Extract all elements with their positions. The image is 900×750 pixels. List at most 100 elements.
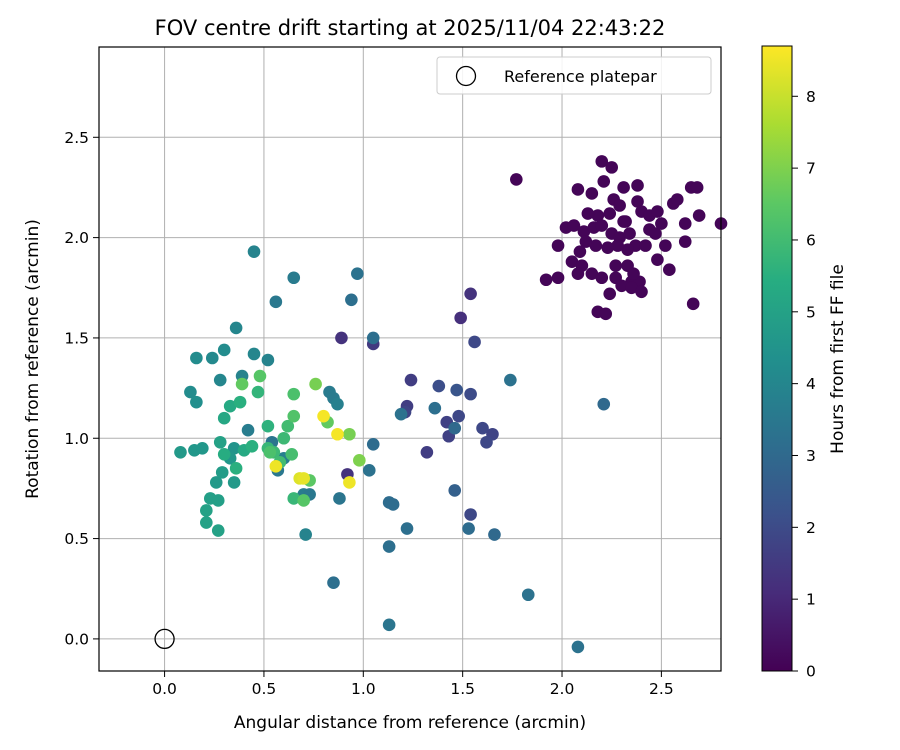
legend-box: [436, 56, 712, 95]
data-point: [190, 395, 203, 409]
data-point: [579, 235, 593, 248]
data-point: [277, 431, 291, 445]
data-point: [227, 441, 241, 455]
legend: Reference platepar: [436, 56, 712, 95]
data-point: [448, 484, 462, 497]
data-point: [603, 287, 617, 301]
data-point: [611, 239, 624, 252]
y-axis-ticks: 0.0 0.5 1.0 1.5 2.0 2.5: [64, 129, 99, 648]
data-point: [591, 209, 605, 222]
data-point: [603, 207, 617, 220]
data-point: [428, 401, 442, 415]
colorbar-tick-label: 2: [806, 519, 816, 537]
data-point: [462, 522, 475, 535]
data-point: [335, 331, 348, 345]
chart-title: FOV centre drift starting at 2025/11/04 …: [155, 16, 666, 40]
x-axis-ticks: 0.0 0.5 1.0 1.5 2.0 2.5: [152, 671, 674, 698]
data-point: [649, 227, 662, 240]
data-point: [247, 245, 261, 258]
data-point: [639, 239, 652, 252]
data-point: [184, 385, 197, 399]
data-point: [464, 287, 477, 301]
data-point: [690, 181, 704, 194]
legend-marker-icon: [455, 65, 477, 87]
data-point: [190, 351, 203, 365]
data-point: [382, 496, 396, 509]
data-point: [209, 476, 223, 489]
data-point: [213, 373, 227, 387]
data-point: [261, 419, 275, 433]
data-point: [623, 227, 636, 240]
data-point: [261, 353, 275, 367]
data-point: [686, 297, 700, 311]
colorbar-tick-label: 0: [806, 663, 816, 681]
data-point: [287, 409, 301, 423]
data-point: [229, 462, 243, 475]
colorbar: [761, 45, 793, 672]
data-point: [521, 588, 535, 602]
data-point: [331, 427, 344, 441]
colorbar-tick-label: 3: [806, 447, 816, 465]
y-tick-label: 2.0: [64, 229, 89, 247]
data-point: [577, 225, 591, 238]
data-point: [631, 179, 644, 192]
data-point: [601, 241, 615, 254]
data-point: [400, 522, 414, 535]
data-point: [571, 183, 585, 196]
data-point: [573, 245, 587, 258]
data-point: [200, 516, 213, 529]
y-tick-label: 0.0: [64, 630, 89, 648]
data-point: [571, 267, 585, 281]
data-point: [627, 267, 640, 281]
data-point: [595, 155, 609, 168]
x-axis-label: Angular distance from reference (arcmin): [234, 713, 586, 733]
y-tick-label: 1.0: [64, 430, 89, 448]
data-point: [317, 409, 330, 423]
x-tick-label: 0.5: [252, 680, 277, 698]
data-point: [404, 373, 418, 387]
data-point: [251, 385, 265, 399]
data-point: [345, 293, 358, 307]
data-point: [651, 253, 664, 266]
data-point: [589, 239, 603, 252]
y-tick-label: 2.5: [64, 129, 89, 147]
colorbar-tick-label: 4: [806, 375, 816, 393]
data-point: [362, 464, 376, 477]
y-tick-label: 0.5: [64, 530, 89, 548]
colorbar-tick-label: 6: [806, 231, 816, 249]
reference-platepar-marker: [154, 628, 175, 650]
data-point: [692, 209, 706, 222]
colorbar-tick-label: 1: [806, 591, 816, 609]
x-tick-label: 0.0: [152, 680, 177, 698]
colorbar-tick-label: 7: [806, 160, 816, 178]
data-point: [476, 421, 489, 435]
colorbar-tick-label: 5: [806, 303, 816, 321]
y-axis-label: Rotation from reference (arcmin): [23, 219, 43, 499]
data-point: [353, 454, 366, 467]
data-point: [285, 448, 299, 461]
plot-frame: [98, 46, 722, 672]
data-point: [235, 377, 249, 391]
data-point: [454, 311, 467, 325]
y-tick-label: 1.5: [64, 329, 89, 347]
data-point: [605, 161, 619, 174]
data-point: [585, 267, 599, 281]
data-point: [174, 445, 187, 459]
data-point: [595, 271, 609, 285]
data-point: [331, 397, 344, 411]
data-point: [205, 351, 219, 365]
data-point: [581, 207, 595, 220]
data-point: [597, 397, 611, 411]
data-point: [269, 460, 283, 473]
data-point: [504, 373, 517, 387]
data-point: [631, 195, 644, 208]
data-point: [609, 259, 622, 273]
data-point: [217, 448, 231, 461]
data-point: [597, 175, 611, 188]
data-point: [196, 441, 209, 455]
data-point: [621, 243, 634, 256]
data-point: [309, 377, 322, 391]
data-point: [245, 439, 259, 453]
data-point: [297, 494, 310, 507]
data-point: [211, 494, 225, 507]
